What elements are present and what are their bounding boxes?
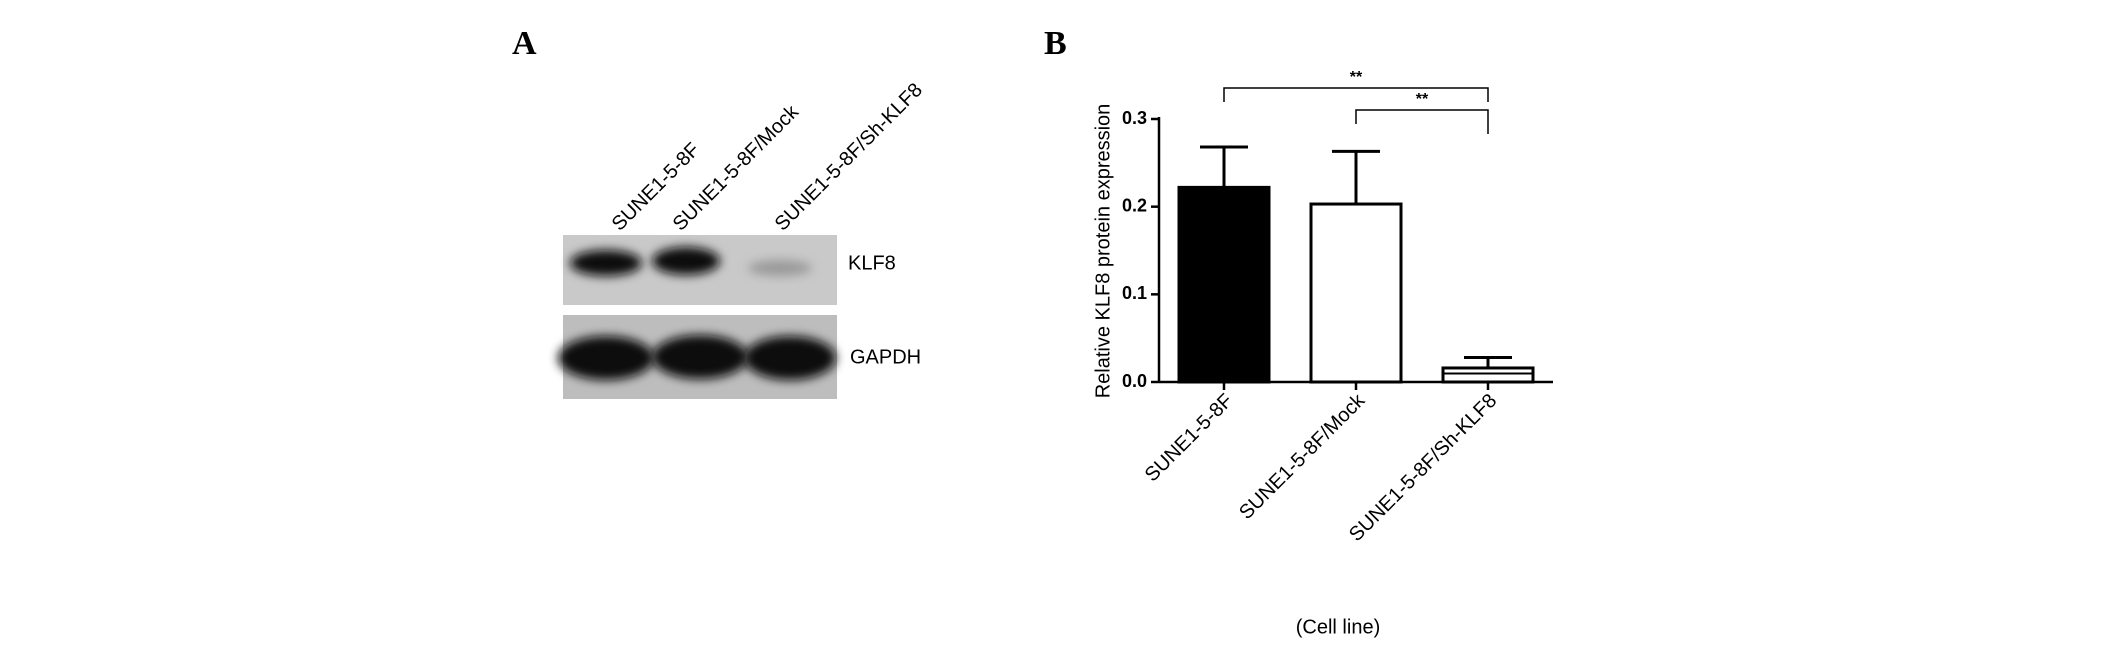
- bar: [1177, 185, 1271, 384]
- significance-label: **: [1416, 91, 1429, 108]
- significance-bracket: [1223, 87, 1489, 102]
- blot-klf8: [563, 235, 837, 305]
- y-tick-label: 0.3: [1122, 108, 1147, 128]
- x-tick-label: SUNE1-5-8F/Mock: [1235, 389, 1370, 524]
- x-tick-label: SUNE1-5-8F/Sh-KLF8: [1345, 390, 1501, 546]
- band-label: GAPDH: [850, 346, 921, 368]
- x-axis-label: (Cell line): [1296, 616, 1380, 638]
- y-tick-label: 0.1: [1122, 283, 1147, 303]
- significance-label: **: [1350, 69, 1363, 86]
- blot-gapdh: [558, 315, 837, 399]
- bar: [1441, 366, 1535, 384]
- y-tick-label: 0.0: [1122, 371, 1147, 391]
- panel-label: B: [1044, 25, 1067, 62]
- y-axis-label: Relative KLF8 protein expression: [1092, 104, 1114, 399]
- band-label: KLF8: [848, 252, 896, 274]
- significance-bracket: [1355, 109, 1489, 134]
- y-tick-label: 0.2: [1122, 195, 1147, 215]
- bar: [1309, 202, 1403, 384]
- panel-label: A: [512, 25, 537, 62]
- lane-label: SUNE1-5-8F/Sh-KLF8: [771, 79, 927, 235]
- x-tick-label: SUNE1-5-8F: [1141, 390, 1238, 487]
